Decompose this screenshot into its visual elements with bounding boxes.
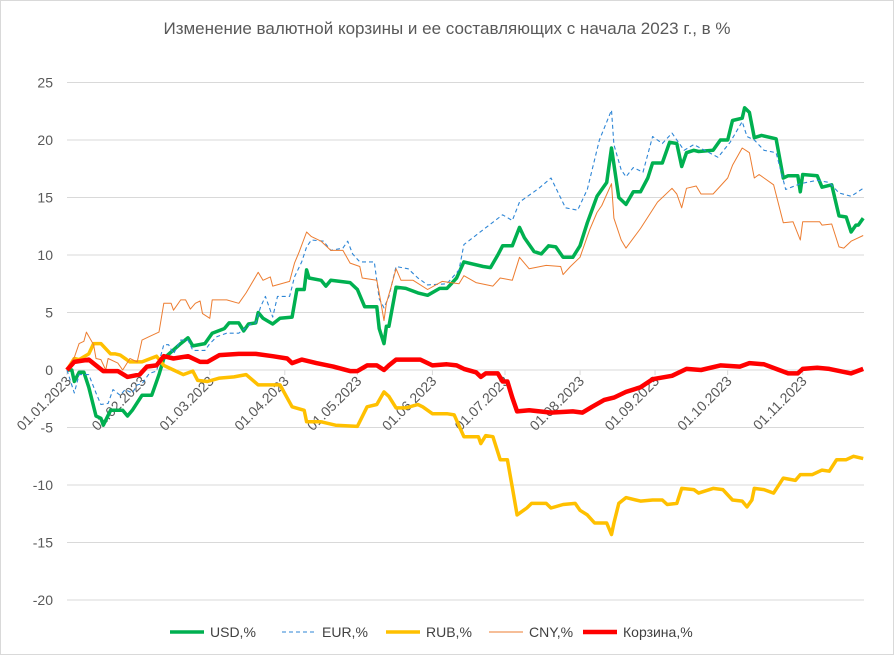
y-axis-ticks: 25 20 15 10 5 0 -5 -10 -15 -20 <box>33 75 53 609</box>
y-tick-label: 25 <box>37 75 53 91</box>
x-tick-label: 01.10.2023 <box>674 373 735 434</box>
y-tick-label: -20 <box>33 592 53 608</box>
y-tick-label: 15 <box>37 190 53 206</box>
series-lines <box>65 106 865 537</box>
series-line-rub <box>65 341 864 537</box>
legend-label: Корзина,% <box>623 624 693 640</box>
series-line-cny <box>66 147 864 371</box>
y-tick-label: -5 <box>41 420 54 436</box>
legend-label: CNY,% <box>529 624 573 640</box>
x-tick-label: 01.04.2023 <box>231 373 292 434</box>
x-axis: 01.01.2023 01.02.2023 01.03.2023 01.04.2023… <box>13 369 864 434</box>
legend-label: USD,% <box>210 624 256 640</box>
y-tick-label: -10 <box>33 477 53 493</box>
legend: USD,% EUR,% RUB,% CNY,% Корзина,% <box>170 624 693 640</box>
y-tick-label: 5 <box>45 305 53 321</box>
series-line-eur <box>66 109 864 406</box>
y-tick-label: 20 <box>37 132 53 148</box>
legend-label: EUR,% <box>322 624 368 640</box>
y-tick-label: 10 <box>37 247 53 263</box>
series-line-корзина <box>65 351 864 415</box>
legend-label: RUB,% <box>426 624 472 640</box>
x-tick-label: 01.11.2023 <box>750 373 810 433</box>
y-tick-label: -15 <box>33 535 53 551</box>
y-tick-label: 0 <box>45 362 53 378</box>
x-tick-label: 01.09.2023 <box>601 373 662 434</box>
chart-title: Изменение валютной корзины и ее составля… <box>163 19 730 38</box>
x-tick-label: 01.02.2023 <box>88 373 149 434</box>
x-tick-label: 01.08.2023 <box>526 373 587 434</box>
series-line-usd <box>67 106 865 427</box>
x-tick-label: 01.06.2023 <box>379 373 440 434</box>
gridlines <box>67 82 864 601</box>
